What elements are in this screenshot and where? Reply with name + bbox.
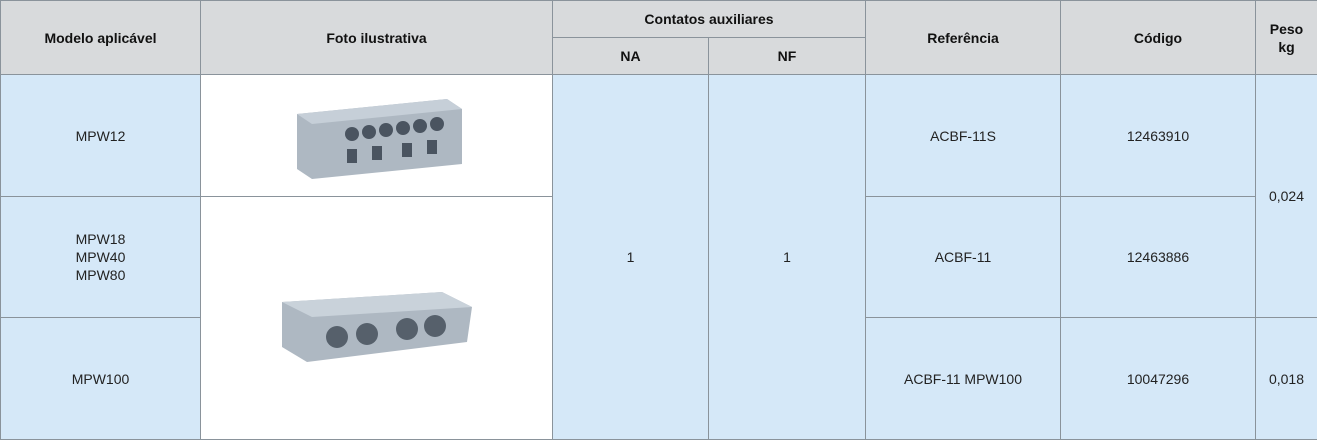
- reference-cell: ACBF-11S: [865, 74, 1061, 197]
- photo-cell: [200, 74, 553, 197]
- weight-cell: 0,024: [1255, 74, 1317, 318]
- code-cell: 12463886: [1060, 196, 1256, 318]
- header-cell: Peso kg: [1255, 0, 1317, 75]
- header-cell: NF: [708, 37, 866, 75]
- code-cell: 10047296: [1060, 317, 1256, 440]
- header-cell: Modelo aplicável: [0, 0, 201, 75]
- model-cell: MPW12: [0, 74, 201, 197]
- photo-cell: [200, 196, 553, 440]
- model-cell: MPW18 MPW40 MPW80: [0, 196, 201, 318]
- header-cell: NA: [552, 37, 709, 75]
- reference-cell: ACBF-11: [865, 196, 1061, 318]
- header-cell: Código: [1060, 0, 1256, 75]
- table-row: MPW12 1 1 ACBF-11S 12463910 0,024: [0, 74, 1317, 440]
- reference-cell: ACBF-11 MPW100: [865, 317, 1061, 440]
- header-cell: Foto ilustrativa: [200, 0, 553, 75]
- header-text: kg: [1278, 38, 1295, 55]
- header-text: Peso: [1269, 20, 1304, 37]
- product-photo: [281, 291, 472, 362]
- model-name: MPW12: [75, 127, 126, 144]
- header-cell: Contatos auxiliares: [552, 0, 866, 38]
- model-cell: MPW100: [0, 317, 201, 440]
- table-row: MPW100 ACBF-11 MPW100 10047296 0,018: [0, 317, 1317, 440]
- table-row: MPW18 MPW40 MPW80 ACBF-11 12463886: [0, 196, 1317, 440]
- header-cell: Referência: [865, 0, 1061, 75]
- model-name: MPW18: [75, 231, 126, 247]
- model-name: MPW80: [75, 267, 126, 283]
- header-row: Modelo aplicável Foto ilustrativa Contat…: [0, 0, 1317, 75]
- model-name: MPW100: [71, 370, 130, 387]
- nf-cell: 1: [708, 74, 866, 440]
- header-row: NA NF: [1, 37, 1317, 75]
- product-photo: [296, 99, 462, 179]
- code-cell: 12463910: [1060, 74, 1256, 197]
- model-name: MPW40: [75, 249, 126, 265]
- na-cell: 1: [552, 74, 709, 440]
- weight-cell: 0,018: [1255, 317, 1317, 440]
